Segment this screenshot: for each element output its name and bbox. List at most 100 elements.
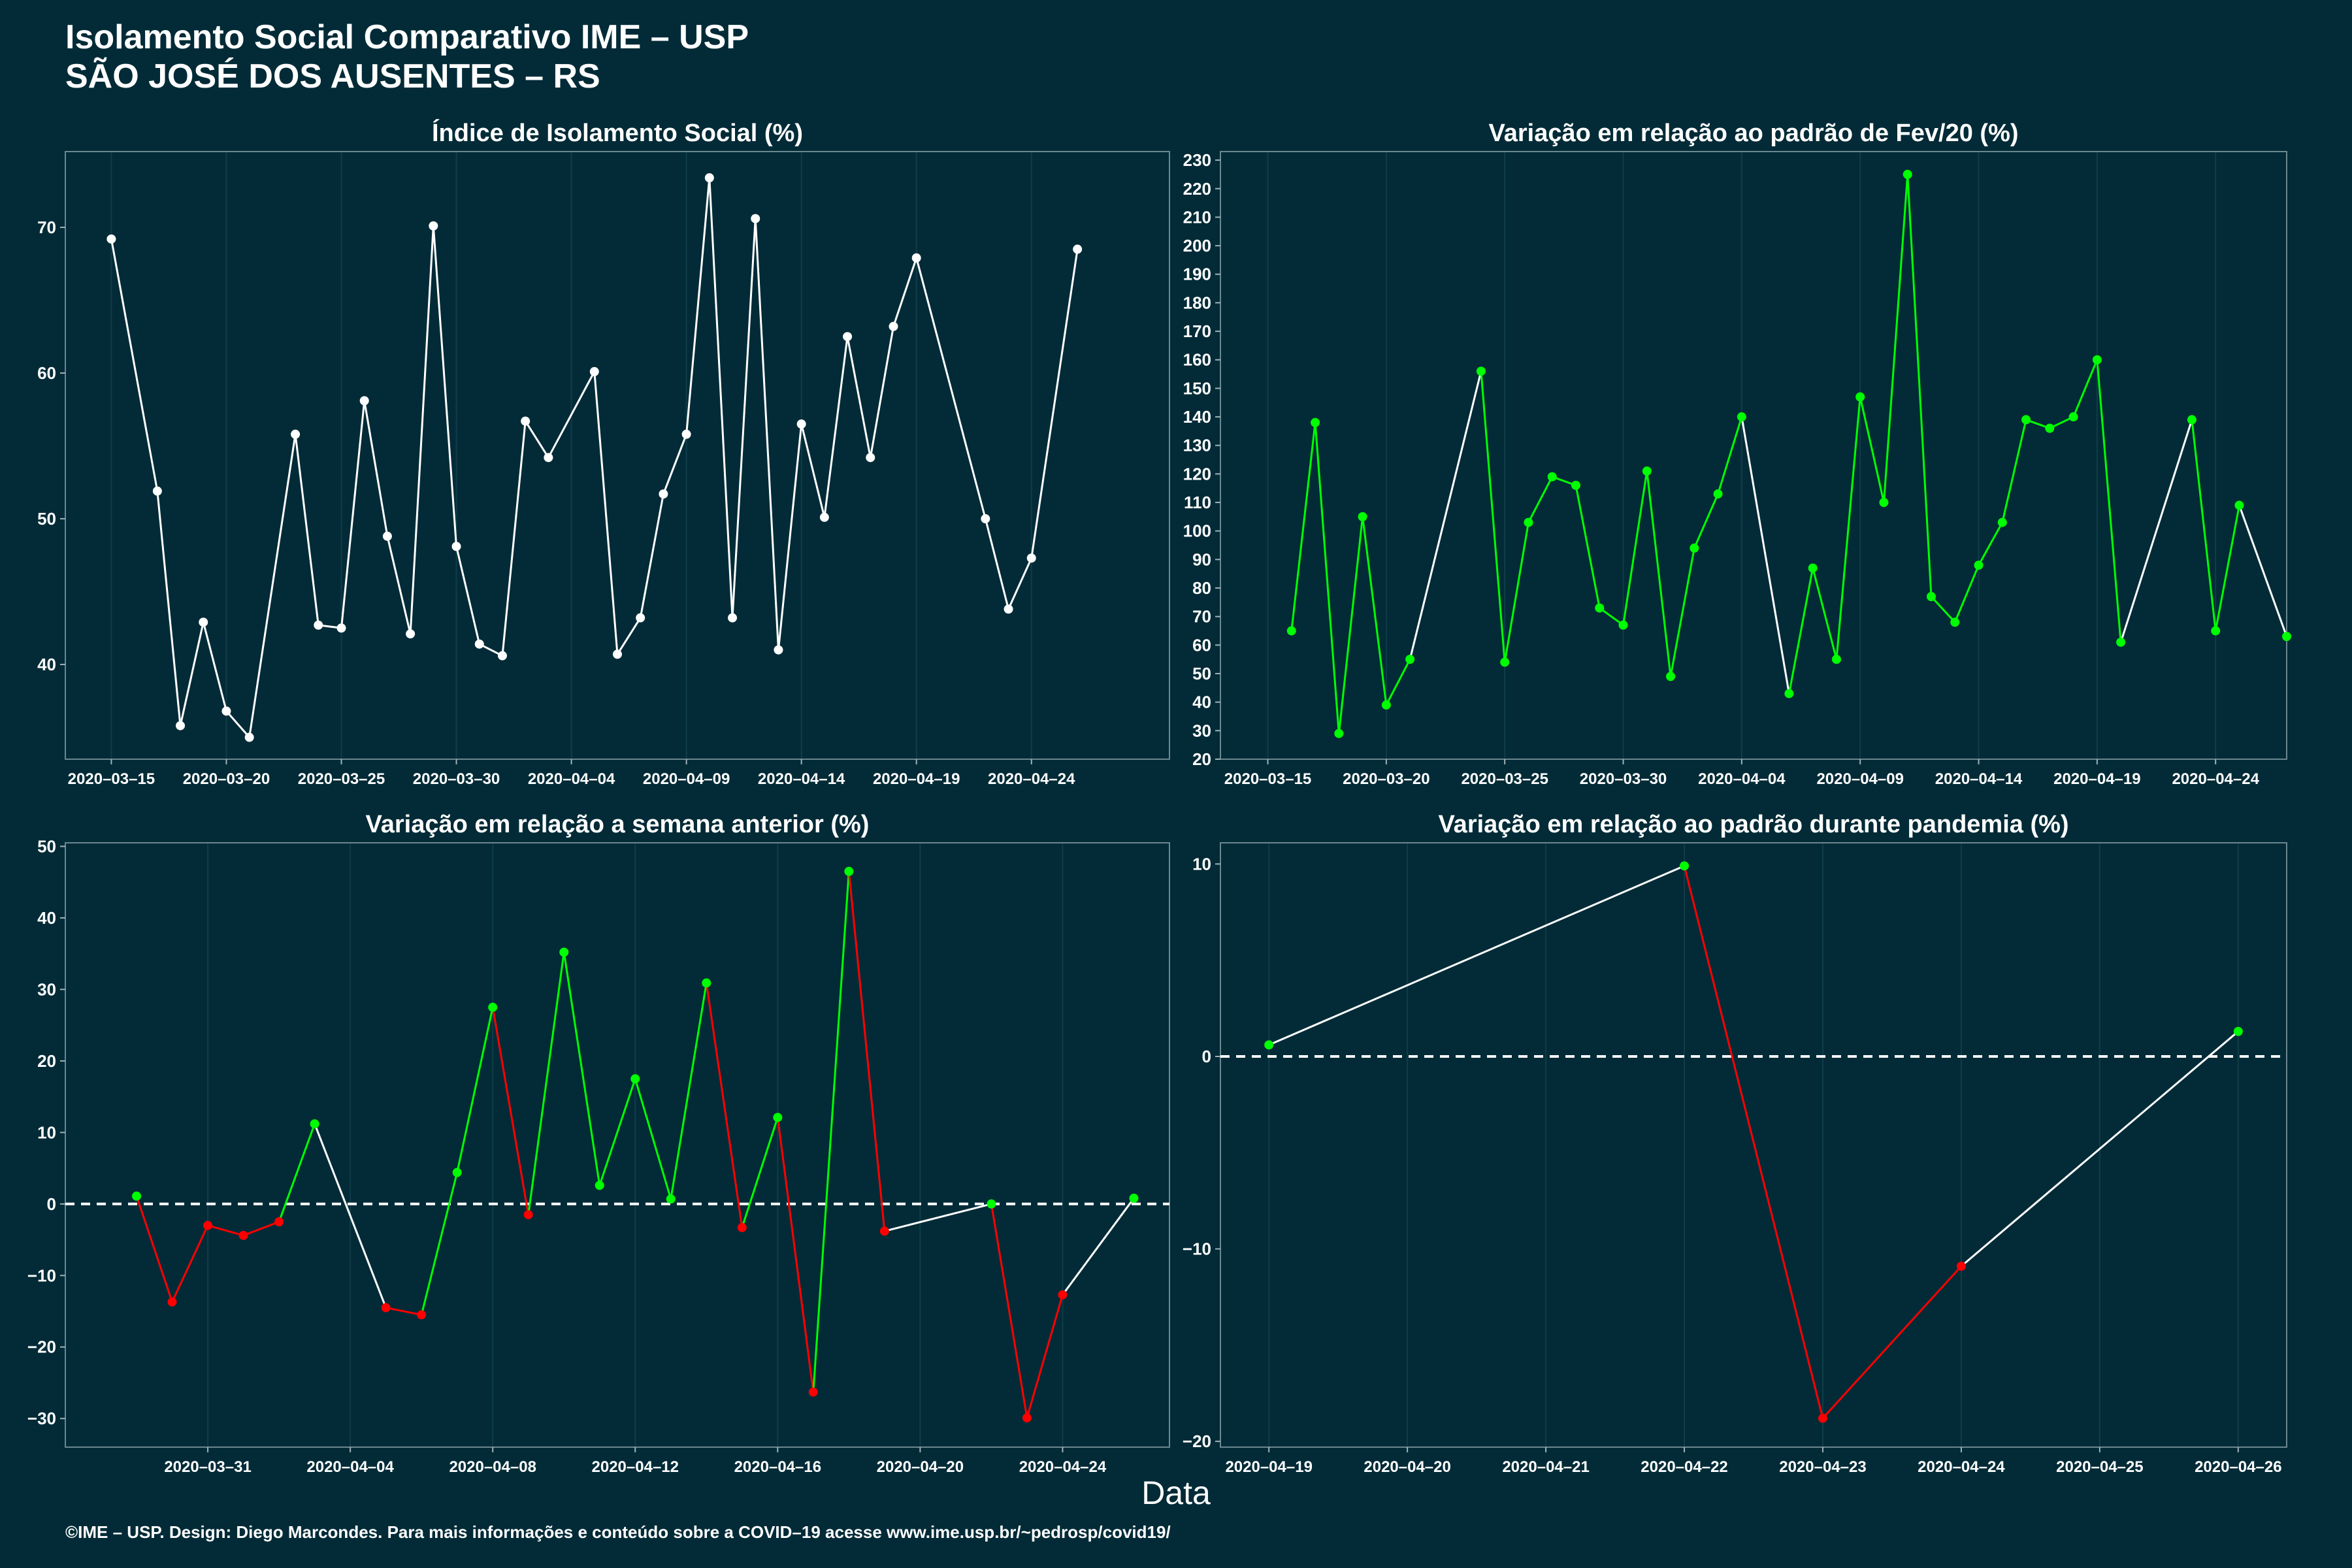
x-tick-label: 2020–04–04 bbox=[1698, 770, 1786, 788]
y-tick-label: 0 bbox=[1202, 1047, 1211, 1066]
data-point bbox=[167, 1297, 177, 1307]
series-segment bbox=[1575, 485, 1601, 608]
series-segment bbox=[524, 420, 549, 459]
data-point bbox=[681, 429, 691, 439]
x-tick-label: 2020–03–15 bbox=[68, 770, 155, 788]
series-segment bbox=[2072, 359, 2099, 417]
data-point bbox=[737, 1222, 747, 1232]
panel-title: Variação em relação ao padrão durante pa… bbox=[1438, 811, 2068, 838]
series-segment bbox=[1930, 596, 1956, 623]
data-point bbox=[106, 234, 116, 244]
data-point bbox=[451, 542, 461, 551]
footer-credits: ©IME – USP. Design: Diego Marcondes. Par… bbox=[65, 1522, 1171, 1542]
y-tick-label: 20 bbox=[37, 1051, 56, 1071]
x-tick-label: 2020–04–08 bbox=[449, 1458, 536, 1476]
series-segment bbox=[800, 423, 826, 518]
y-tick-label: 50 bbox=[1192, 664, 1211, 683]
data-point bbox=[1547, 472, 1557, 482]
data-point bbox=[238, 1230, 248, 1240]
series-segment bbox=[846, 336, 872, 458]
series-segment bbox=[1362, 516, 1388, 706]
x-tick-label: 2020–04–04 bbox=[306, 1458, 394, 1476]
data-point bbox=[704, 173, 714, 183]
y-tick-label: −20 bbox=[27, 1337, 56, 1357]
data-point bbox=[595, 1181, 604, 1190]
data-point bbox=[911, 253, 921, 263]
x-tick-label: 2020–04–24 bbox=[988, 770, 1075, 788]
data-point bbox=[1831, 655, 1841, 664]
data-point bbox=[1500, 657, 1510, 667]
data-point bbox=[728, 613, 738, 623]
series-segment bbox=[847, 871, 886, 1232]
data-point bbox=[452, 1168, 462, 1177]
y-tick-label: 230 bbox=[1183, 150, 1211, 170]
x-tick-label: 2020–04–19 bbox=[1225, 1458, 1312, 1476]
data-point bbox=[1784, 689, 1794, 698]
data-point bbox=[589, 367, 599, 376]
y-tick-label: 10 bbox=[1192, 854, 1211, 874]
data-point bbox=[1358, 512, 1367, 521]
data-point bbox=[2092, 355, 2102, 365]
series-segment bbox=[207, 1224, 244, 1237]
series-segment bbox=[990, 1203, 1028, 1418]
x-tick-label: 2020–04–24 bbox=[1918, 1458, 2005, 1476]
data-point bbox=[1956, 1262, 1966, 1271]
series-segment bbox=[1026, 1294, 1064, 1418]
data-point bbox=[1808, 563, 1818, 573]
data-point bbox=[819, 512, 829, 522]
y-tick-label: 10 bbox=[37, 1122, 56, 1142]
series-segment bbox=[409, 225, 434, 634]
series-segment bbox=[1812, 568, 1838, 660]
y-tick-label: 40 bbox=[1192, 693, 1211, 712]
series-segment bbox=[869, 326, 894, 458]
data-point bbox=[2282, 632, 2291, 642]
series-segment bbox=[1978, 521, 2004, 566]
y-tick-label: 70 bbox=[37, 218, 56, 237]
y-tick-label: 0 bbox=[47, 1194, 56, 1214]
series-segment bbox=[385, 1307, 422, 1316]
y-tick-label: 80 bbox=[1192, 578, 1211, 598]
data-point bbox=[310, 1119, 319, 1129]
data-point bbox=[474, 639, 484, 649]
series-segment bbox=[1290, 422, 1316, 631]
series-segment bbox=[1906, 174, 1933, 597]
x-tick-label: 2020–03–30 bbox=[1580, 770, 1667, 788]
series-segment bbox=[616, 617, 642, 655]
data-point bbox=[1022, 1413, 1032, 1423]
y-tick-label: 60 bbox=[1192, 635, 1211, 655]
data-point bbox=[1381, 700, 1391, 710]
y-tick-label: −10 bbox=[1183, 1239, 1211, 1259]
series-segment bbox=[2191, 419, 2217, 631]
series-segment bbox=[386, 536, 412, 634]
series-segment bbox=[1953, 564, 1980, 623]
data-point bbox=[1595, 603, 1605, 613]
y-tick-label: 50 bbox=[37, 836, 56, 856]
series-segment bbox=[1859, 397, 1885, 503]
y-tick-label: 160 bbox=[1183, 350, 1211, 370]
series-segment bbox=[705, 983, 743, 1228]
data-point bbox=[291, 429, 301, 439]
panel-frame bbox=[65, 151, 1170, 760]
series-segment bbox=[1882, 174, 1909, 503]
panel-frame bbox=[1220, 151, 2287, 760]
y-tick-label: 120 bbox=[1183, 464, 1211, 483]
series-segment bbox=[243, 1220, 280, 1237]
series-segment bbox=[1960, 1030, 2239, 1267]
y-tick-label: 190 bbox=[1183, 265, 1211, 284]
data-point bbox=[429, 221, 438, 231]
data-point bbox=[796, 419, 806, 429]
y-tick-label: 40 bbox=[37, 908, 56, 928]
series-segment bbox=[278, 1123, 316, 1222]
data-point bbox=[879, 1226, 889, 1236]
series-segment bbox=[670, 983, 708, 1200]
data-point bbox=[1058, 1290, 1068, 1299]
series-segment bbox=[662, 434, 688, 495]
data-point bbox=[1026, 553, 1036, 563]
series-segment bbox=[1599, 607, 1624, 627]
data-point bbox=[1129, 1194, 1139, 1203]
data-point bbox=[244, 732, 254, 742]
series-segment bbox=[1314, 422, 1340, 734]
data-point bbox=[381, 1303, 391, 1313]
x-tick-label: 2020–04–14 bbox=[1935, 770, 2023, 788]
